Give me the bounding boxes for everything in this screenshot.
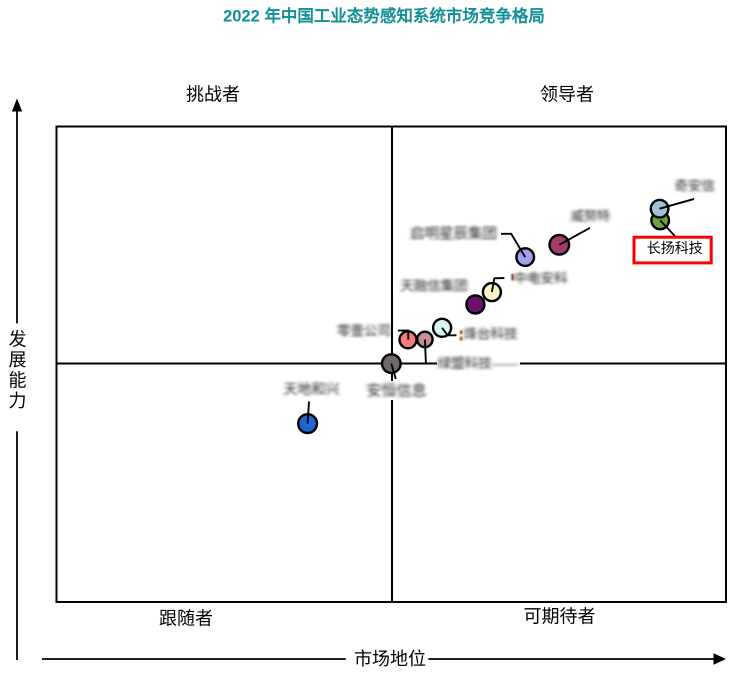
svg-text:展: 展 — [9, 350, 27, 370]
svg-text:安恒信息: 安恒信息 — [366, 382, 426, 399]
svg-text:2022 年中国工业态势感知系统市场竞争格局: 2022 年中国工业态势感知系统市场竞争格局 — [223, 6, 545, 26]
svg-text:能: 能 — [9, 371, 27, 391]
svg-text:挑战者: 挑战者 — [186, 85, 240, 105]
svg-text:天地和兴: 天地和兴 — [284, 382, 340, 398]
svg-text:天融信集团: 天融信集团 — [400, 279, 468, 294]
svg-text:中电安科: 中电安科 — [514, 271, 568, 286]
svg-text:领导者: 领导者 — [540, 85, 594, 105]
svg-text:发: 发 — [9, 330, 27, 350]
svg-text:绿盟科技——: 绿盟科技—— — [438, 356, 519, 371]
svg-text:威努特: 威努特 — [571, 209, 610, 224]
svg-text:烽台科技: 烽台科技 — [464, 327, 518, 342]
svg-text:力: 力 — [9, 391, 27, 411]
svg-text:启明星辰集团: 启明星辰集团 — [410, 226, 497, 243]
svg-text:零壹公司: 零壹公司 — [337, 324, 391, 339]
svg-text:可期待者: 可期待者 — [524, 607, 596, 627]
svg-text:跟随者: 跟随者 — [159, 609, 213, 629]
svg-text:市场地位: 市场地位 — [354, 649, 426, 669]
svg-text:长扬科技: 长扬科技 — [647, 241, 703, 257]
svg-text:奇安信: 奇安信 — [675, 178, 716, 194]
